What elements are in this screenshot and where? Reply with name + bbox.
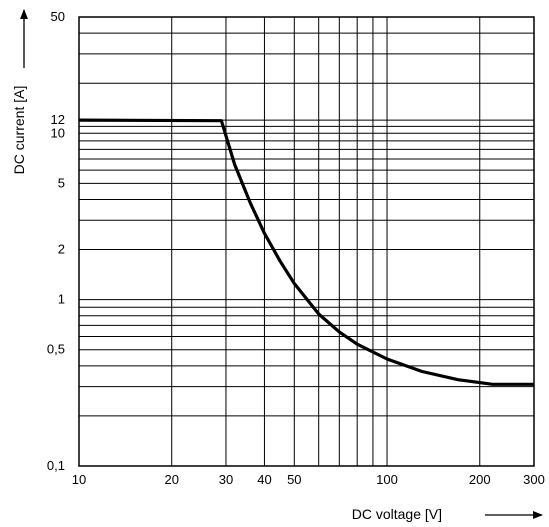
y-axis-title: DC current [A] <box>11 86 27 175</box>
y-tick-label: 50 <box>51 9 65 24</box>
series-line <box>78 118 534 386</box>
x-tick-label: 50 <box>287 472 301 487</box>
y-tick-label: 0,5 <box>47 342 65 357</box>
plot-frame <box>78 16 535 467</box>
y-tick-label: 12 <box>51 112 65 127</box>
x-tick-label: 300 <box>523 472 545 487</box>
grid-lines <box>78 16 535 467</box>
x-tick-label: 200 <box>469 472 491 487</box>
series-group <box>78 118 534 386</box>
y-tick-label: 1 <box>58 292 65 307</box>
x-tick-label: 30 <box>219 472 233 487</box>
x-axis-title: DC voltage [V] <box>352 506 442 522</box>
x-axis-tick-labels: 10 20 30 40 50 100 200 300 <box>72 472 545 487</box>
y-tick-label: 10 <box>51 125 65 140</box>
x-tick-label: 20 <box>164 472 178 487</box>
y-tick-label: 5 <box>58 175 65 190</box>
x-tick-label: 40 <box>257 472 271 487</box>
y-tick-label: 2 <box>58 242 65 257</box>
y-tick-label: 0,1 <box>47 458 65 473</box>
x-tick-label: 10 <box>72 472 86 487</box>
x-tick-label: 100 <box>376 472 398 487</box>
